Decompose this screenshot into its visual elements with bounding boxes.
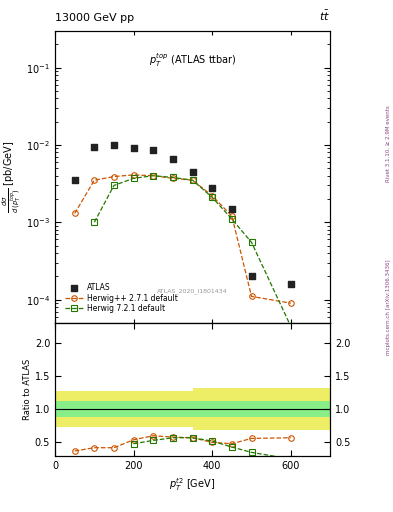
Herwig 7.2.1 default	[230, 216, 234, 222]
Herwig++ 2.7.1 default	[151, 173, 156, 179]
Herwig 7.2.1 default	[190, 177, 195, 183]
Herwig 7.2.1 default	[210, 194, 215, 200]
Herwig++ 2.7.1 default	[112, 174, 116, 180]
X-axis label: $p_T^{t2}$ [GeV]: $p_T^{t2}$ [GeV]	[169, 476, 216, 493]
ATLAS	[170, 155, 176, 163]
Herwig 7.2.1 default	[92, 219, 97, 225]
ATLAS	[189, 167, 196, 176]
Herwig++ 2.7.1 default	[210, 193, 215, 199]
Y-axis label: $\frac{d\sigma}{d\,(p_T^{top})}$ [pb/GeV]: $\frac{d\sigma}{d\,(p_T^{top})}$ [pb/GeV…	[1, 140, 23, 213]
Text: 13000 GeV pp: 13000 GeV pp	[55, 13, 134, 23]
Text: mcplots.cern.ch [arXiv:1306.3436]: mcplots.cern.ch [arXiv:1306.3436]	[386, 260, 391, 355]
Text: ATLAS_2020_I1801434: ATLAS_2020_I1801434	[157, 288, 228, 294]
ATLAS	[150, 146, 156, 155]
Text: $p_T^{top}$ (ATLAS ttbar): $p_T^{top}$ (ATLAS ttbar)	[149, 51, 237, 69]
Herwig 7.2.1 default	[288, 324, 293, 330]
Herwig++ 2.7.1 default	[171, 175, 175, 181]
ATLAS	[72, 176, 78, 184]
Herwig++ 2.7.1 default	[249, 293, 254, 300]
Y-axis label: Ratio to ATLAS: Ratio to ATLAS	[23, 358, 32, 420]
Legend: ATLAS, Herwig++ 2.7.1 default, Herwig 7.2.1 default: ATLAS, Herwig++ 2.7.1 default, Herwig 7.…	[62, 280, 181, 316]
ATLAS	[248, 272, 255, 281]
ATLAS	[229, 205, 235, 213]
Herwig 7.2.1 default	[249, 239, 254, 245]
Herwig++ 2.7.1 default	[288, 300, 293, 306]
Herwig++ 2.7.1 default	[72, 210, 77, 217]
ATLAS	[91, 142, 97, 151]
Herwig++ 2.7.1 default	[190, 177, 195, 183]
ATLAS	[209, 184, 215, 192]
Herwig++ 2.7.1 default	[92, 177, 97, 183]
Herwig 7.2.1 default	[151, 173, 156, 179]
Text: Rivet 3.1.10, ≥ 2.9M events: Rivet 3.1.10, ≥ 2.9M events	[386, 105, 391, 182]
Herwig 7.2.1 default	[171, 175, 175, 181]
ATLAS	[130, 144, 137, 152]
Line: Herwig++ 2.7.1 default: Herwig++ 2.7.1 default	[72, 172, 294, 306]
ATLAS	[288, 280, 294, 288]
Herwig 7.2.1 default	[112, 182, 116, 188]
ATLAS	[111, 141, 117, 149]
Herwig++ 2.7.1 default	[131, 172, 136, 178]
Herwig++ 2.7.1 default	[230, 213, 234, 219]
Text: t$\bar{t}$: t$\bar{t}$	[319, 9, 330, 23]
Line: Herwig 7.2.1 default: Herwig 7.2.1 default	[92, 173, 294, 329]
Herwig 7.2.1 default	[131, 175, 136, 181]
